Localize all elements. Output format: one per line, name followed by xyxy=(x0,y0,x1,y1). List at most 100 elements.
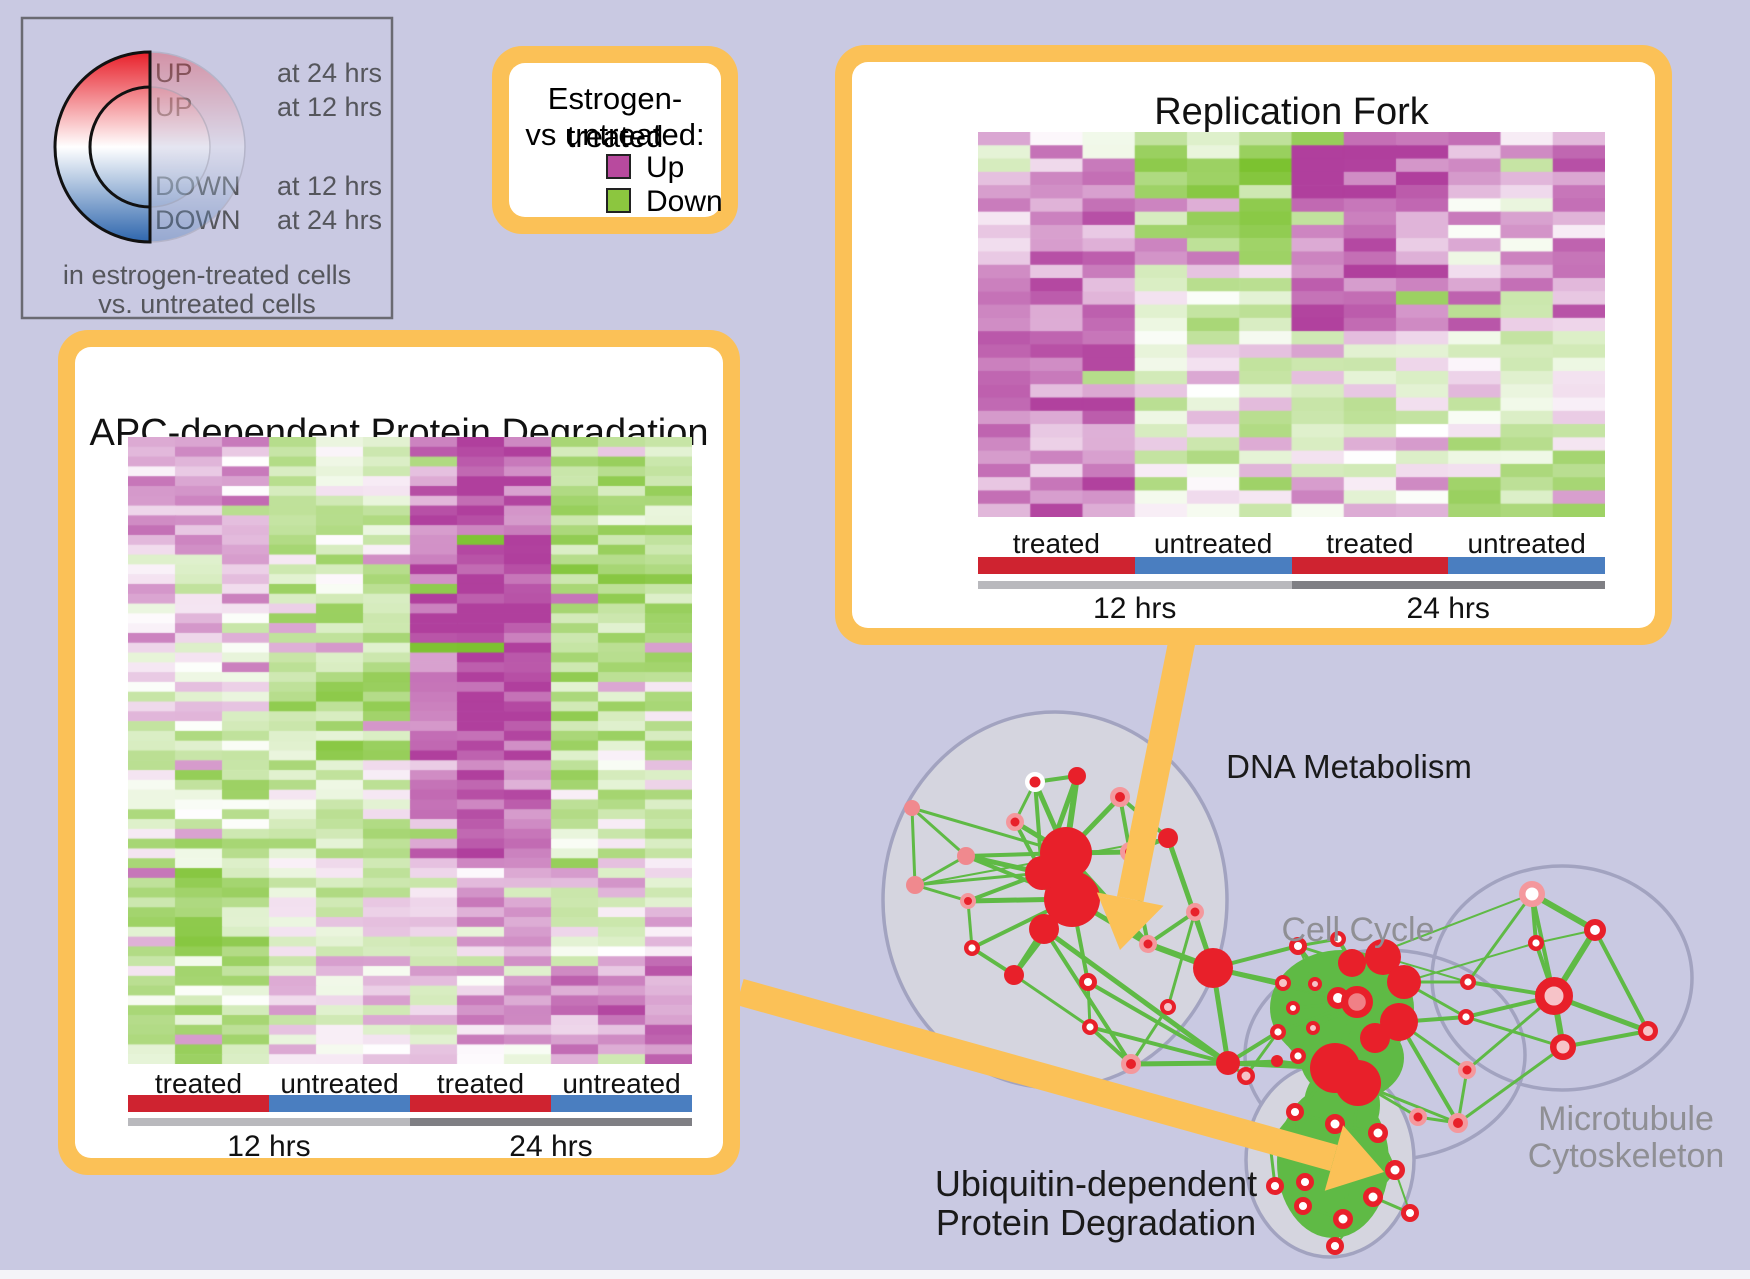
network-node-donut xyxy=(1078,972,1097,991)
cluster-label-cc: Cell Cycle xyxy=(1281,911,1434,949)
untreated-bar xyxy=(1448,557,1605,574)
network-node-red-pinkcore xyxy=(1340,985,1373,1018)
sample-group-label: untreated xyxy=(1153,528,1273,559)
network-node-ring-pink xyxy=(1448,1113,1468,1133)
network-edge xyxy=(1465,994,1556,1072)
network-node-ring-pink xyxy=(1186,903,1204,921)
flow-arrow-shaft xyxy=(1116,633,1197,902)
network-node-red xyxy=(1216,1051,1240,1075)
network-node-red xyxy=(1365,939,1401,975)
network-edge xyxy=(913,883,970,903)
network-node-donut xyxy=(1400,1203,1419,1222)
network-node-donut xyxy=(1527,935,1544,952)
network-edge xyxy=(1244,1030,1280,1078)
untreated-bar xyxy=(551,1095,692,1112)
legend-down24-time: at 24 hrs xyxy=(277,205,383,235)
cluster-label-mt: Microtubule xyxy=(1538,1100,1714,1138)
color-key-title-line1: Estrogen-treated xyxy=(547,81,683,154)
network-edge xyxy=(1146,910,1197,946)
network-node-ring-pink xyxy=(1458,1061,1476,1079)
network-node-red xyxy=(1004,965,1024,985)
down-color-swatch xyxy=(606,188,631,213)
network-node-red xyxy=(1387,965,1421,999)
network-node-red xyxy=(1360,1023,1390,1053)
time-bar xyxy=(128,1118,410,1126)
cluster-label-mt: Cytoskeleton xyxy=(1528,1137,1725,1175)
network-node-donut xyxy=(1265,1176,1284,1195)
sample-group-label: untreated xyxy=(562,1068,681,1099)
comparison-legend-box xyxy=(20,16,394,320)
network-node-donut xyxy=(1295,1172,1314,1191)
network-node-donut-pink xyxy=(1275,975,1291,991)
network-edge xyxy=(1334,1196,1374,1247)
network-node-donut xyxy=(1293,1196,1312,1215)
network-node-donut-pink xyxy=(1306,1021,1320,1035)
cluster-label-ubi: Protein Degradation xyxy=(936,1202,1256,1243)
network-node-red xyxy=(1029,914,1059,944)
network-edge xyxy=(1593,928,1650,1033)
network-edge xyxy=(913,871,1044,887)
replication-fork-panel: Replication Fork treated untreated treated… xyxy=(835,45,1672,645)
network-node-red xyxy=(1025,856,1059,890)
network-node-ring-white xyxy=(1025,772,1045,792)
apc-heatmap xyxy=(128,437,692,1064)
network-node-donut xyxy=(1269,1023,1286,1040)
network-edge xyxy=(1088,1025,1230,1065)
network-node-red xyxy=(1380,1003,1418,1041)
treated-bar xyxy=(978,557,1135,574)
treated-bar xyxy=(1291,557,1449,574)
untreated-bar xyxy=(269,1095,410,1112)
cluster-label-ubi: Ubiquitin-dependent xyxy=(935,1163,1257,1204)
legend-circles-svg xyxy=(20,16,394,320)
network-edge xyxy=(1128,1060,1231,1067)
treated-bar xyxy=(128,1095,269,1112)
network-node-donut-pink xyxy=(1237,1067,1255,1085)
network-node-donut xyxy=(1385,1160,1405,1180)
network-node-red xyxy=(1158,828,1178,848)
legend-down12-time: at 12 hrs xyxy=(277,171,383,201)
network-node-donut xyxy=(1368,1123,1388,1143)
apc-panel: APC-dependent Protein Degradation treate… xyxy=(58,330,740,1175)
cluster-label-dna: DNA Metabolism xyxy=(1226,748,1472,785)
network-node-donut xyxy=(1289,1047,1306,1064)
cluster-ellipse-mt xyxy=(1430,864,1694,1092)
network-edge xyxy=(1403,942,1537,983)
network-node-donut xyxy=(1333,1209,1353,1229)
network-node-donut xyxy=(1459,974,1476,991)
color-key-title-line2: vs untreated: xyxy=(525,117,705,152)
legend-up24-time: at 24 hrs xyxy=(277,58,383,88)
network-node-donut-pink xyxy=(1638,1021,1658,1041)
inner-circle-right-half xyxy=(149,86,211,208)
untreated-bar xyxy=(1134,557,1292,574)
network-node-red xyxy=(1193,948,1233,988)
network-node-donut xyxy=(1329,931,1346,948)
flow-arrow-head xyxy=(1096,892,1164,950)
network-edge xyxy=(1129,1005,1170,1066)
network-edge xyxy=(910,806,968,858)
network-node-ring-pink xyxy=(1110,787,1130,807)
network-node-ring-pink xyxy=(1409,1108,1427,1126)
down-color-label: Down xyxy=(646,185,723,218)
network-edge xyxy=(1561,1029,1650,1049)
network-node-donut xyxy=(1286,1001,1300,1015)
time-bar xyxy=(410,1118,692,1126)
figure-bottom-edge xyxy=(0,1270,1750,1279)
network-node-ring-pink xyxy=(1139,935,1157,953)
network-node-ring-pink xyxy=(1006,813,1024,831)
legend-up12-time: at 12 hrs xyxy=(277,92,383,122)
network-node-red xyxy=(1271,1055,1283,1067)
network-node-donut xyxy=(1584,919,1607,942)
network-node-donut-pink xyxy=(1535,977,1573,1015)
network-edge xyxy=(910,806,1068,855)
network-node-pink-donut xyxy=(1519,881,1545,907)
sample-group-label: treated xyxy=(436,1068,525,1099)
inner-circle-left-half xyxy=(88,85,152,209)
sample-group-label: treated xyxy=(1326,528,1414,559)
network-node-pink xyxy=(904,800,920,816)
time-bar xyxy=(978,581,1292,589)
legend-caption-line2: vs. untreated cells xyxy=(98,289,316,319)
network-node-donut-pink xyxy=(1160,999,1176,1015)
network-edge xyxy=(1041,926,1231,1066)
